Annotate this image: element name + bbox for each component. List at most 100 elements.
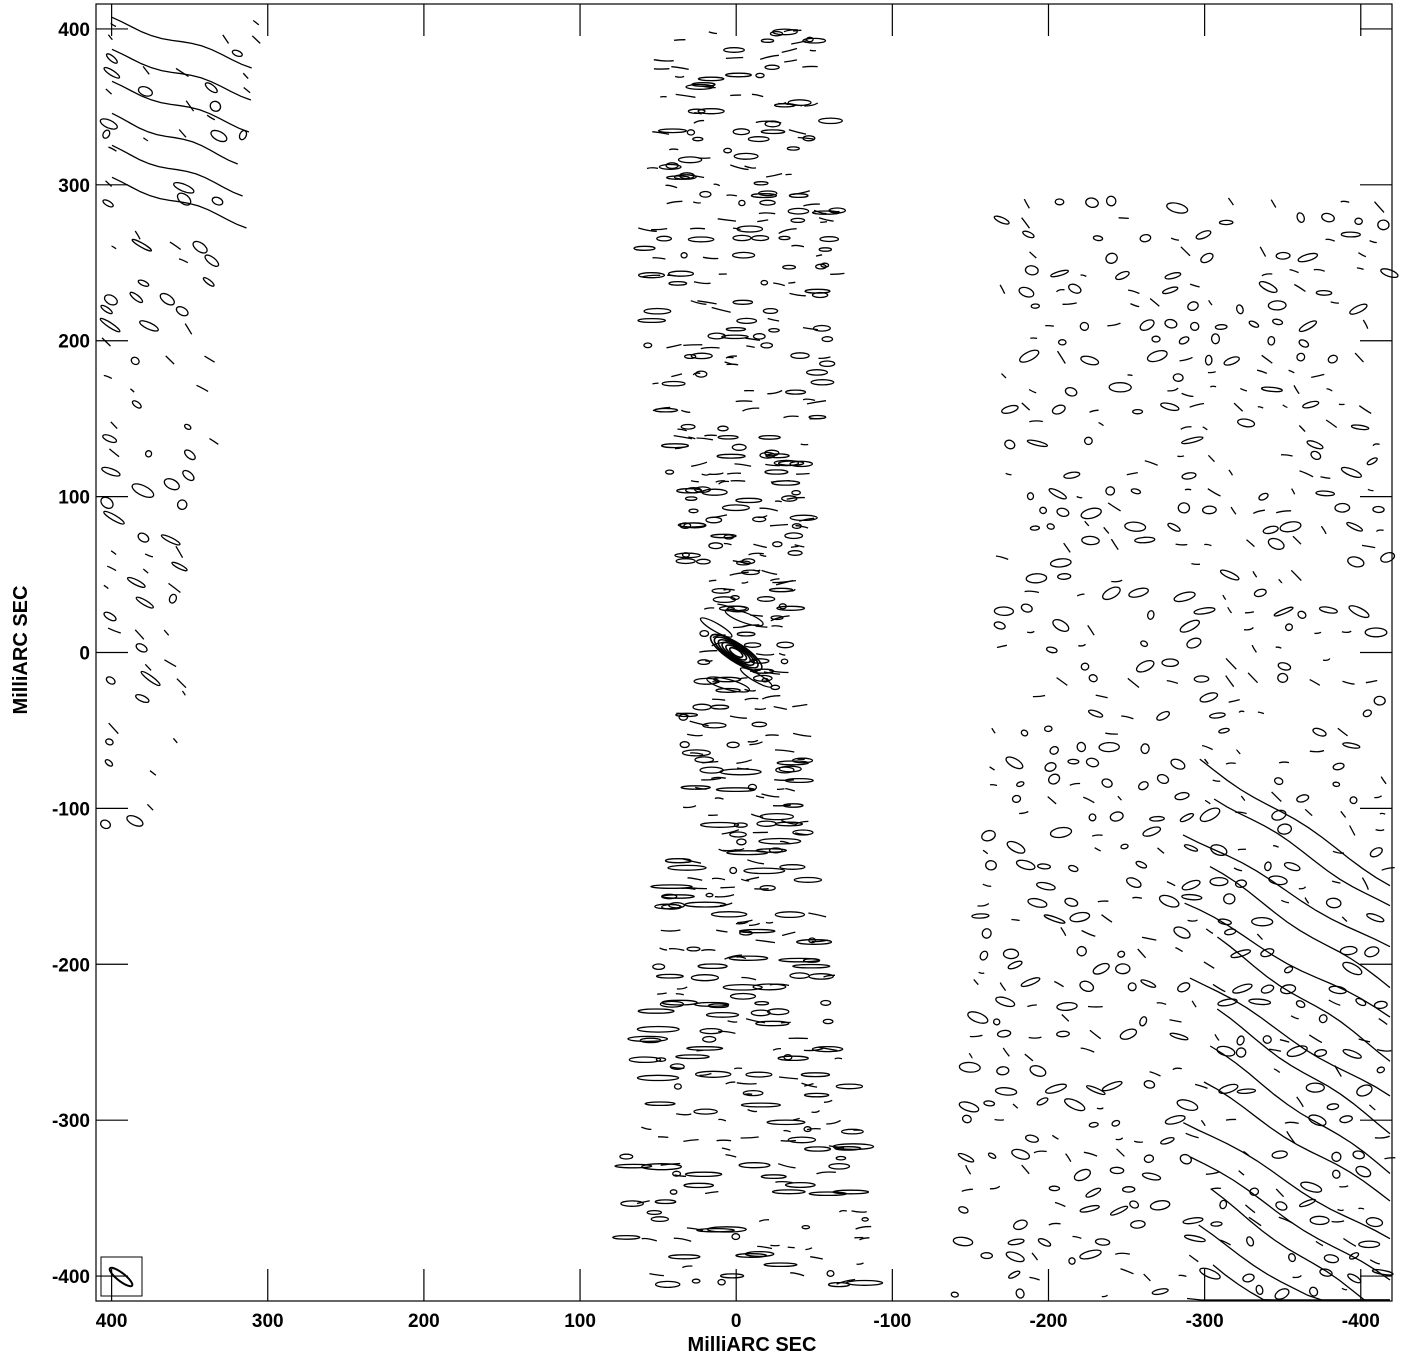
fringe-blob <box>759 199 776 206</box>
field-dash <box>108 722 119 735</box>
field-blob <box>1164 272 1182 280</box>
fringe-dash <box>737 919 753 924</box>
fringe-blob <box>612 1234 641 1240</box>
fringe-dash <box>755 653 775 656</box>
field-dash <box>1328 999 1341 1006</box>
fringe-dash <box>675 93 696 98</box>
field-blob <box>1295 1000 1306 1009</box>
fringe-dash <box>753 543 767 549</box>
field-dash <box>1047 796 1057 805</box>
field-blob <box>1068 864 1079 873</box>
fringe-blob <box>641 1163 683 1171</box>
fringe-dash <box>641 1237 657 1242</box>
field-blob <box>1115 963 1131 975</box>
fringe-dash <box>735 920 749 925</box>
fringe-blob <box>668 280 688 286</box>
field-blob <box>1029 525 1041 531</box>
fringe-blob <box>760 38 775 43</box>
field-blob <box>1326 1103 1340 1111</box>
field-dash <box>130 388 135 393</box>
field-dash <box>1169 1019 1182 1023</box>
field-dash <box>1172 1067 1182 1071</box>
fringe-blob <box>723 47 745 53</box>
field-blob <box>1139 319 1155 331</box>
field-dash <box>1275 510 1292 514</box>
fringe-dash <box>677 428 687 432</box>
field-dash <box>1349 825 1356 836</box>
fringe-dash <box>757 1245 773 1250</box>
field-blob <box>1120 843 1129 850</box>
fringe-blob <box>783 1053 793 1061</box>
field-blob <box>1348 605 1370 619</box>
fringe-blob <box>722 983 763 991</box>
fringe-dash <box>701 949 716 952</box>
field-dash <box>1143 1273 1151 1282</box>
field-blob <box>1260 948 1275 958</box>
field-dash <box>1354 352 1364 363</box>
fringe-blob <box>697 76 725 82</box>
field-dash <box>1023 198 1030 209</box>
field-dash <box>164 659 177 668</box>
core-lobe <box>706 676 751 693</box>
fringe-dash <box>733 1067 743 1070</box>
fringe-blob <box>743 642 762 648</box>
field-dash <box>1205 928 1214 934</box>
fringe-blob <box>711 587 731 594</box>
field-blob <box>1298 320 1318 333</box>
fringe-dash <box>781 47 798 54</box>
fringe-dash <box>690 752 704 756</box>
diagonal-ridge <box>111 176 247 229</box>
diagonal-ridge <box>111 16 252 69</box>
fringe-blob <box>732 128 751 136</box>
field-dash <box>1061 1014 1070 1022</box>
field-blob <box>1235 304 1244 315</box>
field-blob <box>1134 536 1156 544</box>
field-dash <box>1027 1004 1037 1008</box>
field-dash <box>1021 402 1031 411</box>
field-blob <box>1167 522 1181 532</box>
field-blob <box>1138 781 1149 791</box>
field-blob <box>135 596 154 609</box>
field-blob <box>1069 911 1091 923</box>
field-dash <box>1309 749 1325 753</box>
field-dash <box>1157 847 1165 854</box>
field-blob <box>1048 488 1067 500</box>
fringe-blob <box>619 1153 634 1160</box>
diagonal-ridge <box>1189 977 1391 1097</box>
field-dash <box>1118 217 1129 220</box>
fringe-dash <box>636 1200 650 1205</box>
field-dash <box>1026 630 1035 634</box>
fringe-dash <box>745 1018 765 1024</box>
fringe-dash <box>712 698 726 701</box>
contour-lines <box>99 16 1399 1301</box>
field-blob <box>1199 807 1221 823</box>
field-blob <box>1323 1254 1340 1264</box>
fringe-dash <box>795 525 809 529</box>
field-dash <box>999 284 1006 294</box>
fringe-dash <box>724 361 739 366</box>
field-blob <box>1127 982 1137 992</box>
fringe-blob <box>653 407 679 413</box>
fringe-blob <box>764 64 780 71</box>
fringe-dash <box>670 1066 685 1069</box>
field-blob <box>1297 252 1319 263</box>
field-blob <box>1369 847 1383 858</box>
fringe-dash <box>697 300 717 305</box>
fringe-dash <box>823 1099 833 1103</box>
fringe-blob <box>787 207 810 215</box>
fringe-dash <box>767 389 783 395</box>
fringe-blob <box>721 504 750 512</box>
field-dash <box>1126 471 1138 476</box>
field-dash <box>169 241 182 251</box>
field-blob <box>1237 418 1256 428</box>
field-blob <box>1045 646 1058 654</box>
field-dash <box>1166 881 1176 887</box>
field-dash <box>1280 454 1293 457</box>
fringe-dash <box>772 804 791 807</box>
fringe-dash <box>855 1225 872 1230</box>
field-dash <box>1032 694 1046 698</box>
field-blob <box>1347 1273 1362 1284</box>
fringe-blob <box>735 497 763 504</box>
field-blob <box>1029 1065 1047 1077</box>
fringe-dash <box>699 650 718 653</box>
